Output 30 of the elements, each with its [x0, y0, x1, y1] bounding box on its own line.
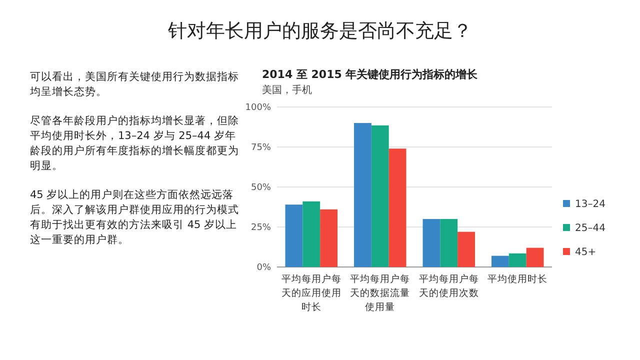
bar	[371, 125, 389, 267]
y-tick-label: 50%	[250, 183, 272, 193]
bar	[440, 219, 458, 267]
bar	[354, 123, 372, 267]
y-tick-label: 100%	[245, 103, 272, 113]
bar	[422, 219, 440, 267]
chart-subtitle: 美国，手机	[262, 84, 312, 97]
bar	[285, 204, 303, 267]
bar	[458, 232, 475, 267]
bar	[302, 201, 320, 267]
y-tick-label: 75%	[250, 143, 272, 153]
x-tick-label: 平均每用户每天的使用次数	[418, 273, 480, 301]
x-tick-label: 平均每用户每天的数据流量使用量	[350, 273, 410, 315]
text: 45 岁以上的用户则在这些方面依然远远落后。深入了解该用户群使用应用的行为模式有助于找出更有效的方法来吸引 45 岁以上这一重要的用户群。	[30, 188, 240, 248]
legend-label: 45+	[575, 247, 596, 258]
x-tick-label: 平均每用户每天的应用使用时长	[281, 273, 342, 315]
text: 尽管各年龄段用户的指标均增长显著，但除平均使用时长外，13–24 岁与 25–44 岁年龄段的用户所有年度指标的增长幅度都更为明显。	[30, 114, 240, 174]
y-tick-label: 0%	[256, 263, 272, 273]
x-tick-label: 平均使用时长	[487, 273, 548, 287]
bar	[492, 256, 509, 267]
legend-label: 25–44	[575, 223, 606, 234]
bar	[320, 209, 338, 267]
chart-title: 2014 至 2015 年关键使用行为指标的增长	[262, 67, 478, 82]
text: 可以看出，美国所有关键使用行为数据指标均呈增长态势。	[30, 70, 240, 100]
bar	[508, 253, 526, 267]
bar	[526, 248, 544, 267]
legend-label: 13–24	[575, 199, 606, 210]
y-tick-label: 25%	[250, 223, 272, 233]
bar	[388, 148, 406, 267]
text: 针对年长用户的服务是否尚不充足？	[167, 19, 473, 44]
